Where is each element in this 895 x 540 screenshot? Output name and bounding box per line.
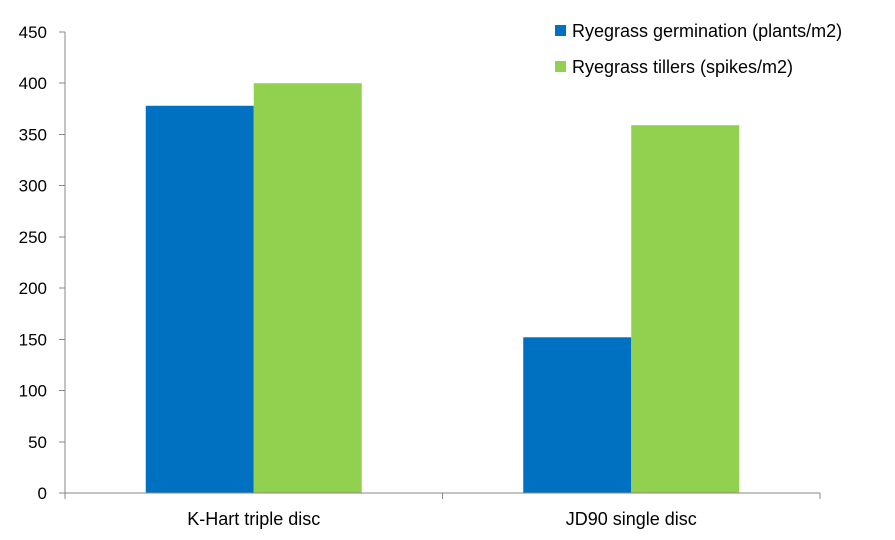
legend: Ryegrass germination (plants/m2) Ryegrass…: [555, 21, 842, 77]
bar-germination-1: [523, 337, 632, 493]
bar-tillers-1: [631, 125, 740, 494]
bars: [145, 83, 740, 494]
bar-tillers-0: [253, 83, 362, 493]
y-tick-label: 450: [19, 23, 47, 42]
x-category-label: K-Hart triple disc: [187, 509, 320, 529]
legend-label: Ryegrass germination (plants/m2): [572, 21, 842, 41]
y-tick-label: 350: [19, 125, 47, 144]
bar-germination-0: [145, 105, 254, 493]
y-tick-label: 200: [19, 279, 47, 298]
y-axis-ticks: [59, 31, 65, 494]
y-tick-label: 150: [19, 330, 47, 349]
legend-swatch: [555, 61, 566, 72]
y-axis-tick-labels: 0 50 100 150 200 250 300 350 400 450: [19, 23, 47, 503]
y-tick-label: 100: [19, 382, 47, 401]
legend-label: Ryegrass tillers (spikes/m2): [572, 57, 793, 77]
x-category-label: JD90 single disc: [566, 509, 697, 529]
y-tick-label: 50: [28, 433, 47, 452]
y-tick-label: 250: [19, 228, 47, 247]
legend-swatch: [555, 25, 566, 36]
y-tick-label: 0: [38, 484, 47, 503]
y-tick-label: 400: [19, 74, 47, 93]
x-axis-category-labels: K-Hart triple disc JD90 single disc: [187, 509, 697, 529]
x-axis-ticks: [64, 493, 821, 499]
y-tick-label: 300: [19, 177, 47, 196]
